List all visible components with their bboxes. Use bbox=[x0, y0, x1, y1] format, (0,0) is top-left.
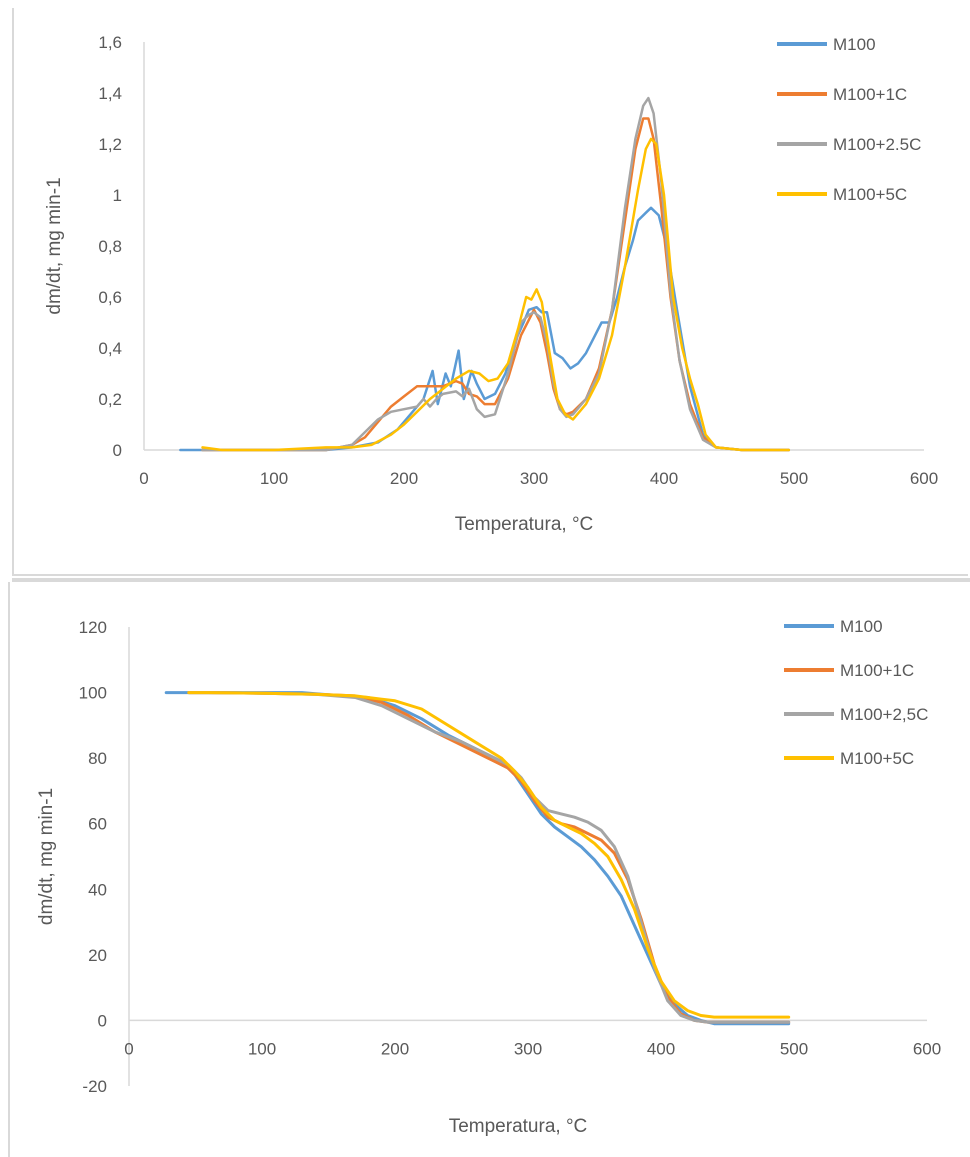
y-tick-label: 100 bbox=[79, 684, 107, 703]
y-tick-label: 80 bbox=[88, 749, 107, 768]
x-tick-label: 500 bbox=[780, 469, 808, 488]
x-tick-label: 200 bbox=[390, 469, 418, 488]
y-tick-label: 0,2 bbox=[98, 390, 122, 409]
legend-label: M100+2.5C bbox=[833, 135, 921, 154]
chart-top-dtg: 0 100 200 300 400 500 600 0 0,2 0,4 0,6 0,8 1 1,2 1,4 1… bbox=[44, 33, 938, 535]
legend-label: M100+5C bbox=[833, 185, 907, 204]
chart-bottom-tg: 0 100 200 300 400 500 600 -20 0 20 40 60 80 100 120 Tem… bbox=[36, 617, 941, 1137]
x-tick-label: 400 bbox=[647, 1039, 675, 1058]
legend-label: M100+5C bbox=[840, 749, 914, 768]
legend-label: M100 bbox=[840, 617, 883, 636]
x-axis-title: Temperatura, °C bbox=[449, 1116, 588, 1137]
chart-panel-bottom: 0 100 200 300 400 500 600 -20 0 20 40 60 80 100 120 Tem… bbox=[8, 582, 970, 1157]
chart-panel-top: 0 100 200 300 400 500 600 0 0,2 0,4 0,6 0,8 1 1,2 1,4 1… bbox=[12, 8, 968, 576]
series-line-m100-5c bbox=[187, 691, 791, 1019]
legend-label: M100 bbox=[833, 35, 876, 54]
series-line-m100-2-5c bbox=[201, 96, 791, 452]
x-tick-label: 200 bbox=[381, 1039, 409, 1058]
x-tick-label: 300 bbox=[514, 1039, 542, 1058]
y-tick-label: 40 bbox=[88, 880, 107, 899]
y-tick-label: 0 bbox=[98, 1011, 107, 1030]
y-tick-label: 0 bbox=[113, 441, 122, 460]
series-line-m100 bbox=[179, 206, 791, 452]
y-tick-label: 0,8 bbox=[98, 237, 122, 256]
x-tick-label: 600 bbox=[913, 1039, 941, 1058]
x-tick-label: 400 bbox=[650, 469, 678, 488]
legend-label: M100+1C bbox=[840, 661, 914, 680]
y-tick-label: 1,6 bbox=[98, 33, 122, 52]
x-axis-title: Temperatura, °C bbox=[455, 514, 594, 535]
x-tick-label: 0 bbox=[124, 1039, 133, 1058]
y-tick-label: 1,2 bbox=[98, 135, 122, 154]
y-tick-label: 120 bbox=[79, 618, 107, 637]
y-axis-title: dm/dt, mg min-1 bbox=[36, 788, 57, 925]
y-tick-label: 1 bbox=[113, 186, 122, 205]
x-tick-label: 100 bbox=[260, 469, 288, 488]
y-tick-label: 1,4 bbox=[98, 84, 122, 103]
series-line-m100-1c bbox=[187, 691, 791, 1024]
y-axis-title: dm/dt, mg min-1 bbox=[44, 177, 65, 314]
y-tick-label: -20 bbox=[82, 1077, 107, 1096]
panel-divider bbox=[12, 578, 970, 582]
x-tick-label: 600 bbox=[910, 469, 938, 488]
x-tick-label: 100 bbox=[248, 1039, 276, 1058]
y-tick-label: 0,6 bbox=[98, 288, 122, 307]
legend-label: M100+1C bbox=[833, 85, 907, 104]
y-tick-label: 60 bbox=[88, 815, 107, 834]
legend-label: M100+2,5C bbox=[840, 705, 928, 724]
x-tick-label: 0 bbox=[139, 469, 148, 488]
series-line-m100-2-5c bbox=[187, 691, 791, 1024]
series-line-m100-5c bbox=[201, 137, 791, 452]
x-tick-label: 500 bbox=[780, 1039, 808, 1058]
x-tick-label: 300 bbox=[520, 469, 548, 488]
series-line-m100-1c bbox=[201, 117, 791, 452]
y-tick-label: 0,4 bbox=[98, 339, 122, 358]
y-tick-label: 20 bbox=[88, 946, 107, 965]
